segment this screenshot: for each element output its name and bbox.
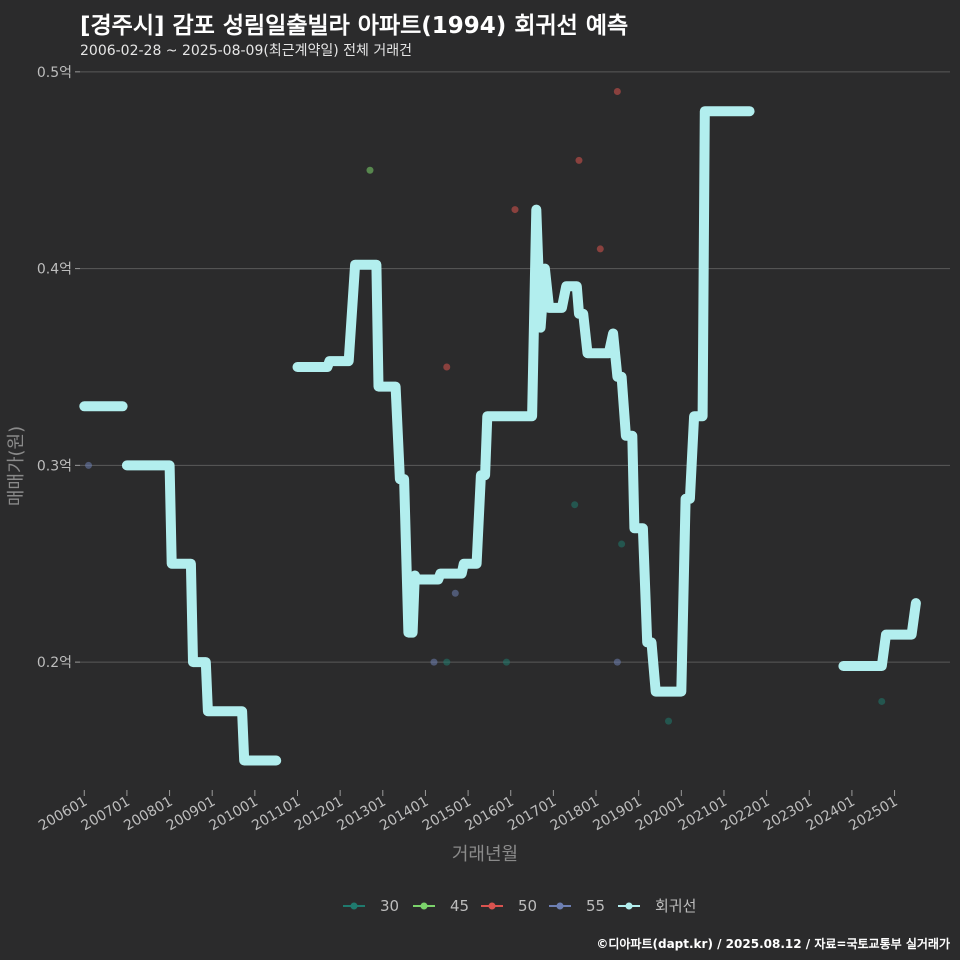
- legend-swatch-dot: [556, 902, 564, 910]
- regression-segment: [121, 460, 282, 766]
- data-point-50: [575, 156, 583, 164]
- data-point-50: [443, 363, 451, 371]
- data-point-50: [613, 88, 621, 96]
- chart-title: [경주시] 감포 성림일출빌라 아파트(1994) 회귀선 예측: [80, 13, 629, 39]
- y-tick-label: 0.3억: [37, 458, 72, 474]
- data-point-30: [618, 540, 626, 548]
- legend-label: 55: [586, 897, 605, 915]
- legend-label: 회귀선: [655, 897, 696, 915]
- legend-label: 30: [380, 897, 399, 915]
- data-point-30: [571, 501, 579, 509]
- y-tick-label: 0.4억: [37, 262, 72, 278]
- regression-segment: [292, 106, 755, 697]
- y-axis-title: 매매가(원): [6, 426, 27, 506]
- data-point-55: [613, 658, 621, 666]
- data-point-30: [443, 658, 451, 666]
- data-point-55: [451, 589, 459, 597]
- data-point-55: [430, 658, 438, 666]
- data-point-30: [502, 658, 510, 666]
- legend-swatch-dot: [488, 902, 496, 910]
- data-point-50: [596, 245, 604, 253]
- legend-swatch-dot: [350, 902, 358, 910]
- chart-subtitle: 2006-02-28 ~ 2025-08-09(최근계약일) 전체 거래건: [80, 43, 412, 59]
- source-caption: ©디아파트(dapt.kr) / 2025.08.12 / 자료=국토교통부 실…: [596, 937, 950, 951]
- data-point-50: [511, 206, 519, 214]
- legend-label: 50: [518, 897, 537, 915]
- regression-segment: [838, 598, 921, 671]
- legend-swatch-dot: [625, 902, 633, 910]
- data-point-45: [366, 166, 374, 174]
- legend-label: 45: [450, 897, 469, 915]
- data-point-30: [878, 697, 886, 705]
- y-tick-label: 0.2억: [37, 655, 72, 671]
- legend-swatch-dot: [420, 902, 428, 910]
- points-layer: [85, 88, 886, 725]
- data-point-55: [85, 461, 93, 469]
- legend: 30 45 50 55 회귀선: [343, 897, 696, 915]
- grid-layer: [80, 71, 950, 663]
- regression-layer: [79, 106, 921, 766]
- x-tick-label: 202501: [846, 794, 900, 835]
- y-tick-label: 0.5억: [37, 65, 72, 81]
- x-axis-title: 거래년월: [452, 844, 518, 865]
- data-point-30: [665, 717, 673, 725]
